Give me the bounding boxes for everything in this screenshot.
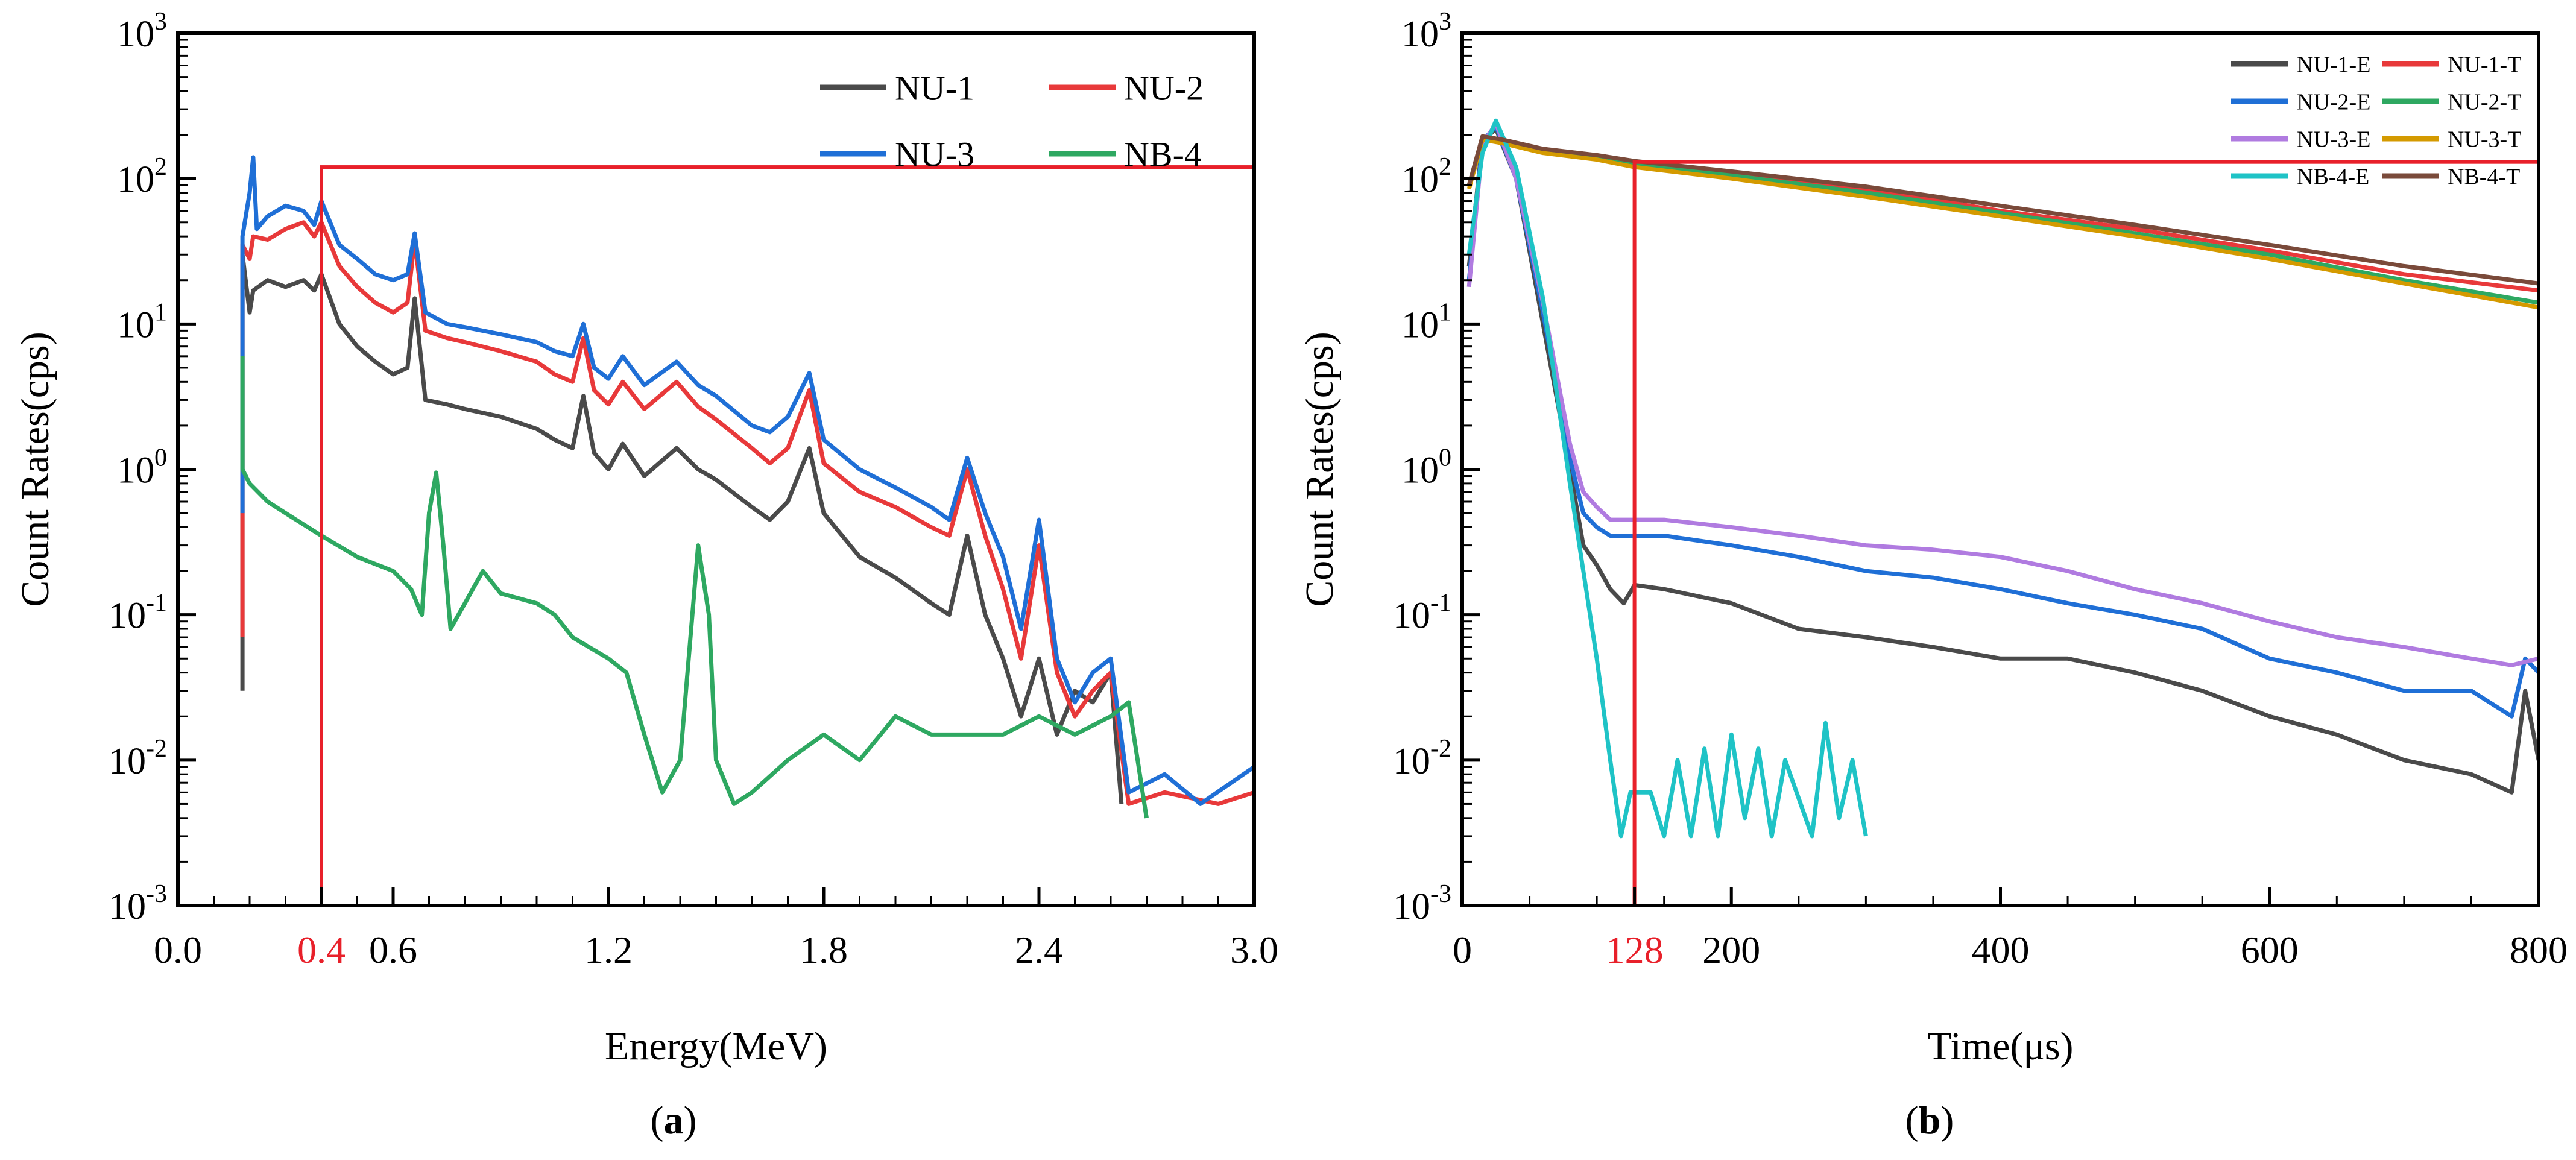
x-tick-label: 0 xyxy=(1453,928,1472,971)
legend-label: NU-3-E xyxy=(2297,127,2370,152)
legend-label: NU-2-E xyxy=(2297,89,2370,115)
y-axis-title: Count Rates(cps) xyxy=(1298,332,1342,607)
y-tick-label: 102 xyxy=(117,153,167,200)
legend-label: NB-4-T xyxy=(2448,164,2520,189)
legend: NU-1-E NU-1-T NU-2-E NU-2-T NU-3-E NU-3-T NB-4… xyxy=(2231,52,2521,189)
y-tick-label: 103 xyxy=(117,8,167,55)
legend-label: NU-2 xyxy=(1124,68,1204,107)
y-tick-label: 103 xyxy=(1401,8,1451,55)
plot-frame xyxy=(176,31,1256,907)
panel-label: (b) xyxy=(1905,1099,1954,1143)
series-line-nu-2 xyxy=(240,220,1254,806)
legend-label: NU-1 xyxy=(895,68,974,107)
x-tick-label: 0.6 xyxy=(369,928,417,971)
legend-label: NB-4-E xyxy=(2297,164,2369,189)
series-line-nu-3-t xyxy=(1466,137,2539,310)
x-axis-title: Time(μs) xyxy=(1928,1024,2074,1068)
x-axis-title: Energy(MeV) xyxy=(605,1024,827,1068)
panel-a-chart: 10-3 10-2 10-1 100 101 102 103 0.0 0.4 0.6 1.2 1.8 2… xyxy=(13,8,1278,1143)
x-tick-label: 400 xyxy=(1972,928,2030,971)
x-tick-label: 3.0 xyxy=(1230,928,1278,971)
x-tick-label: 2.4 xyxy=(1015,928,1063,971)
y-tick-label: 10-3 xyxy=(1393,880,1451,927)
y-tick-label: 102 xyxy=(1401,153,1451,200)
x-tick-label: 1.2 xyxy=(584,928,633,971)
x-tick-label: 0.0 xyxy=(154,928,202,971)
legend-label: NB-4 xyxy=(1124,134,1202,174)
series-line-nb-4 xyxy=(240,356,1149,819)
legend: NU-1 NU-2 NU-3 NB-4 xyxy=(820,68,1204,174)
series-line-nu-3 xyxy=(240,155,1254,806)
y-axis-title: Count Rates(cps) xyxy=(13,332,57,607)
y-tick-label: 101 xyxy=(117,298,167,345)
legend-label: NU-1-E xyxy=(2297,52,2370,77)
x-tick-label: 1.8 xyxy=(800,928,848,971)
y-tick-label: 10-2 xyxy=(109,735,167,782)
panel-label: (a) xyxy=(651,1099,697,1143)
panel-b-chart: 10-3 10-2 10-1 100 101 102 103 0 128 200 400 600 800… xyxy=(1298,8,2568,1143)
series-group xyxy=(1466,118,2539,839)
series-line-nu-1-e xyxy=(1466,127,2539,795)
y-tick-label: 10-2 xyxy=(1393,735,1451,782)
series-line-nb-4-e xyxy=(1466,118,1868,839)
x-tick-label: 128 xyxy=(1606,928,1664,971)
series-line-nb-4-t xyxy=(1466,134,2539,286)
legend-label: NU-3-T xyxy=(2448,127,2521,152)
legend-label: NU-2-T xyxy=(2448,89,2521,115)
y-tick-label: 101 xyxy=(1401,298,1451,345)
y-tick-label: 100 xyxy=(117,444,167,491)
legend-label: NU-1-T xyxy=(2448,52,2521,77)
x-tick-label: 0.4 xyxy=(297,928,346,971)
y-tick-label: 10-1 xyxy=(109,590,167,637)
y-tick-label: 10-3 xyxy=(109,880,167,927)
highlight-box xyxy=(320,165,1256,907)
legend-label: NU-3 xyxy=(895,134,974,174)
y-tick-label: 10-1 xyxy=(1393,590,1451,637)
series-group xyxy=(240,155,1254,819)
y-tick-label: 100 xyxy=(1401,444,1451,491)
x-tick-label: 200 xyxy=(1702,928,1760,971)
x-tick-label: 600 xyxy=(2241,928,2299,971)
x-tick-label: 800 xyxy=(2510,928,2568,971)
